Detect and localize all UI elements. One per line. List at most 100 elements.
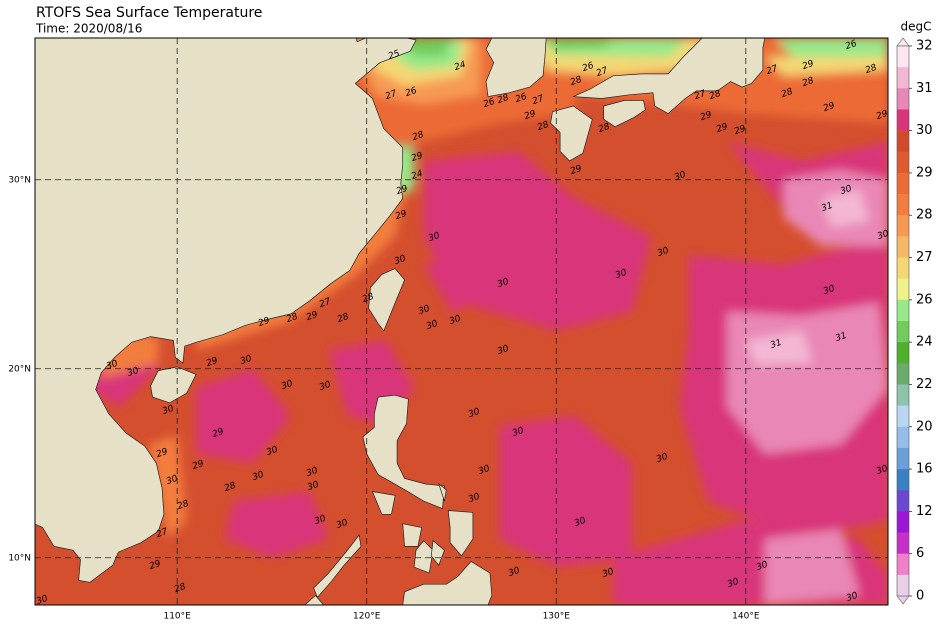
landmass xyxy=(368,268,406,332)
contour-label: 28 xyxy=(801,76,815,89)
landmass xyxy=(304,595,325,605)
colorbar-box xyxy=(897,278,909,301)
landmass xyxy=(430,540,445,566)
contour-label: 30 xyxy=(477,464,491,477)
contour-label: 29 xyxy=(569,164,583,177)
contour-label: 30 xyxy=(335,518,349,531)
contour-label: 25 xyxy=(387,49,401,62)
colorbar-box xyxy=(897,46,909,68)
contour-label: 30 xyxy=(105,359,119,372)
sst-region xyxy=(764,529,860,605)
contour-label: 30 xyxy=(467,407,481,420)
contour-label: 28 xyxy=(597,122,611,135)
landmass xyxy=(603,100,646,128)
contour-label: 28 xyxy=(536,120,550,133)
landmass xyxy=(35,38,417,583)
contour-label: 24 xyxy=(410,169,424,182)
contour-label: 30 xyxy=(427,231,441,244)
contour-label: 30 xyxy=(496,277,510,290)
contour-label: 29 xyxy=(875,109,889,122)
contour-label: 29 xyxy=(410,151,424,164)
contour-label: 29 xyxy=(155,447,169,460)
contour-label: 30 xyxy=(239,354,253,367)
contour-label: 29 xyxy=(523,109,537,122)
sst-region xyxy=(745,330,813,365)
landmass xyxy=(313,534,362,599)
colorbar-box xyxy=(897,88,909,110)
contour-label: 30 xyxy=(614,268,628,281)
landmass xyxy=(447,510,474,557)
contour-label: 29 xyxy=(211,427,225,440)
contour-label: 30 xyxy=(496,344,510,357)
contour-label: 26 xyxy=(482,97,496,110)
contour-label: 30 xyxy=(306,480,320,493)
contour-label: 28 xyxy=(173,582,187,595)
contour-label: 28 xyxy=(361,292,375,305)
map-frame xyxy=(34,37,889,606)
contour-label: 27 xyxy=(693,89,707,102)
contour-label: 30 xyxy=(417,304,431,317)
contour-label: 29 xyxy=(733,124,747,137)
contour-label: 28 xyxy=(496,93,510,106)
colorbar-box xyxy=(897,405,909,428)
contour-label: 29 xyxy=(257,316,271,329)
contour-label: 28 xyxy=(780,87,794,100)
contour-label: 30 xyxy=(876,229,890,242)
contour-label: 27 xyxy=(765,64,779,77)
contour-label: 30 xyxy=(393,254,407,267)
contour-label: 28 xyxy=(223,481,237,494)
colorbar-extend-top xyxy=(896,37,910,47)
landmass xyxy=(573,38,766,115)
contour-label: 30 xyxy=(35,594,49,607)
colorbar-box xyxy=(897,426,909,449)
contour-label: 30 xyxy=(573,516,587,529)
contour-label: 28 xyxy=(569,75,583,88)
sst-region xyxy=(196,368,291,464)
contour-label: 30 xyxy=(726,577,740,590)
contour-label: 30 xyxy=(655,452,669,465)
colorbar-box xyxy=(897,469,909,491)
contour-label: 29 xyxy=(148,559,162,572)
contour-label: 27 xyxy=(595,66,609,79)
contour-label: 29 xyxy=(191,459,205,472)
contour-label: 30 xyxy=(265,445,279,458)
colorbar-tick-label: 12 xyxy=(916,504,933,519)
colorbar-tick-label: 20 xyxy=(916,419,933,434)
contour-label: 30 xyxy=(656,246,670,259)
contour-label: 30 xyxy=(165,474,179,487)
colorbar-box xyxy=(897,299,909,322)
colorbar-tick-label: 28 xyxy=(916,208,933,223)
subtitle: Time: 2020/08/16 xyxy=(35,22,142,36)
colorbar-box xyxy=(897,342,909,364)
colorbar-tick-label: 30 xyxy=(916,123,933,138)
contour-label: 31 xyxy=(769,338,783,351)
landmass xyxy=(402,523,423,547)
colorbar-box xyxy=(897,194,909,216)
x-tick-label: 130°E xyxy=(543,612,571,622)
landmass xyxy=(550,105,593,162)
contour-label: 30 xyxy=(318,380,332,393)
contour-label: 30 xyxy=(126,366,140,379)
colorbar-box xyxy=(897,172,909,195)
x-tick-label: 120°E xyxy=(353,612,381,622)
colorbar-box xyxy=(897,447,909,470)
colorbar-box xyxy=(897,151,909,174)
colorbar-tick-label: 29 xyxy=(916,165,933,180)
colorbar-box xyxy=(897,574,909,597)
contour-label: 29 xyxy=(699,110,713,123)
contour-label: 29 xyxy=(822,101,836,114)
sst-region xyxy=(546,38,614,50)
x-tick-label: 140°E xyxy=(732,612,760,622)
colorbar-tick-label: 16 xyxy=(916,462,933,477)
contour-label: 26 xyxy=(581,61,595,74)
contour-label: 27 xyxy=(155,527,169,540)
colorbar-box xyxy=(897,257,909,279)
colorbar-box xyxy=(897,236,909,258)
contour-label: 29 xyxy=(205,356,219,369)
y-tick-label: 20°N xyxy=(8,364,31,374)
colorbar: degC 32 31 30 29 28 27 26 24 22 20 16 12 6 0 xyxy=(896,20,933,605)
